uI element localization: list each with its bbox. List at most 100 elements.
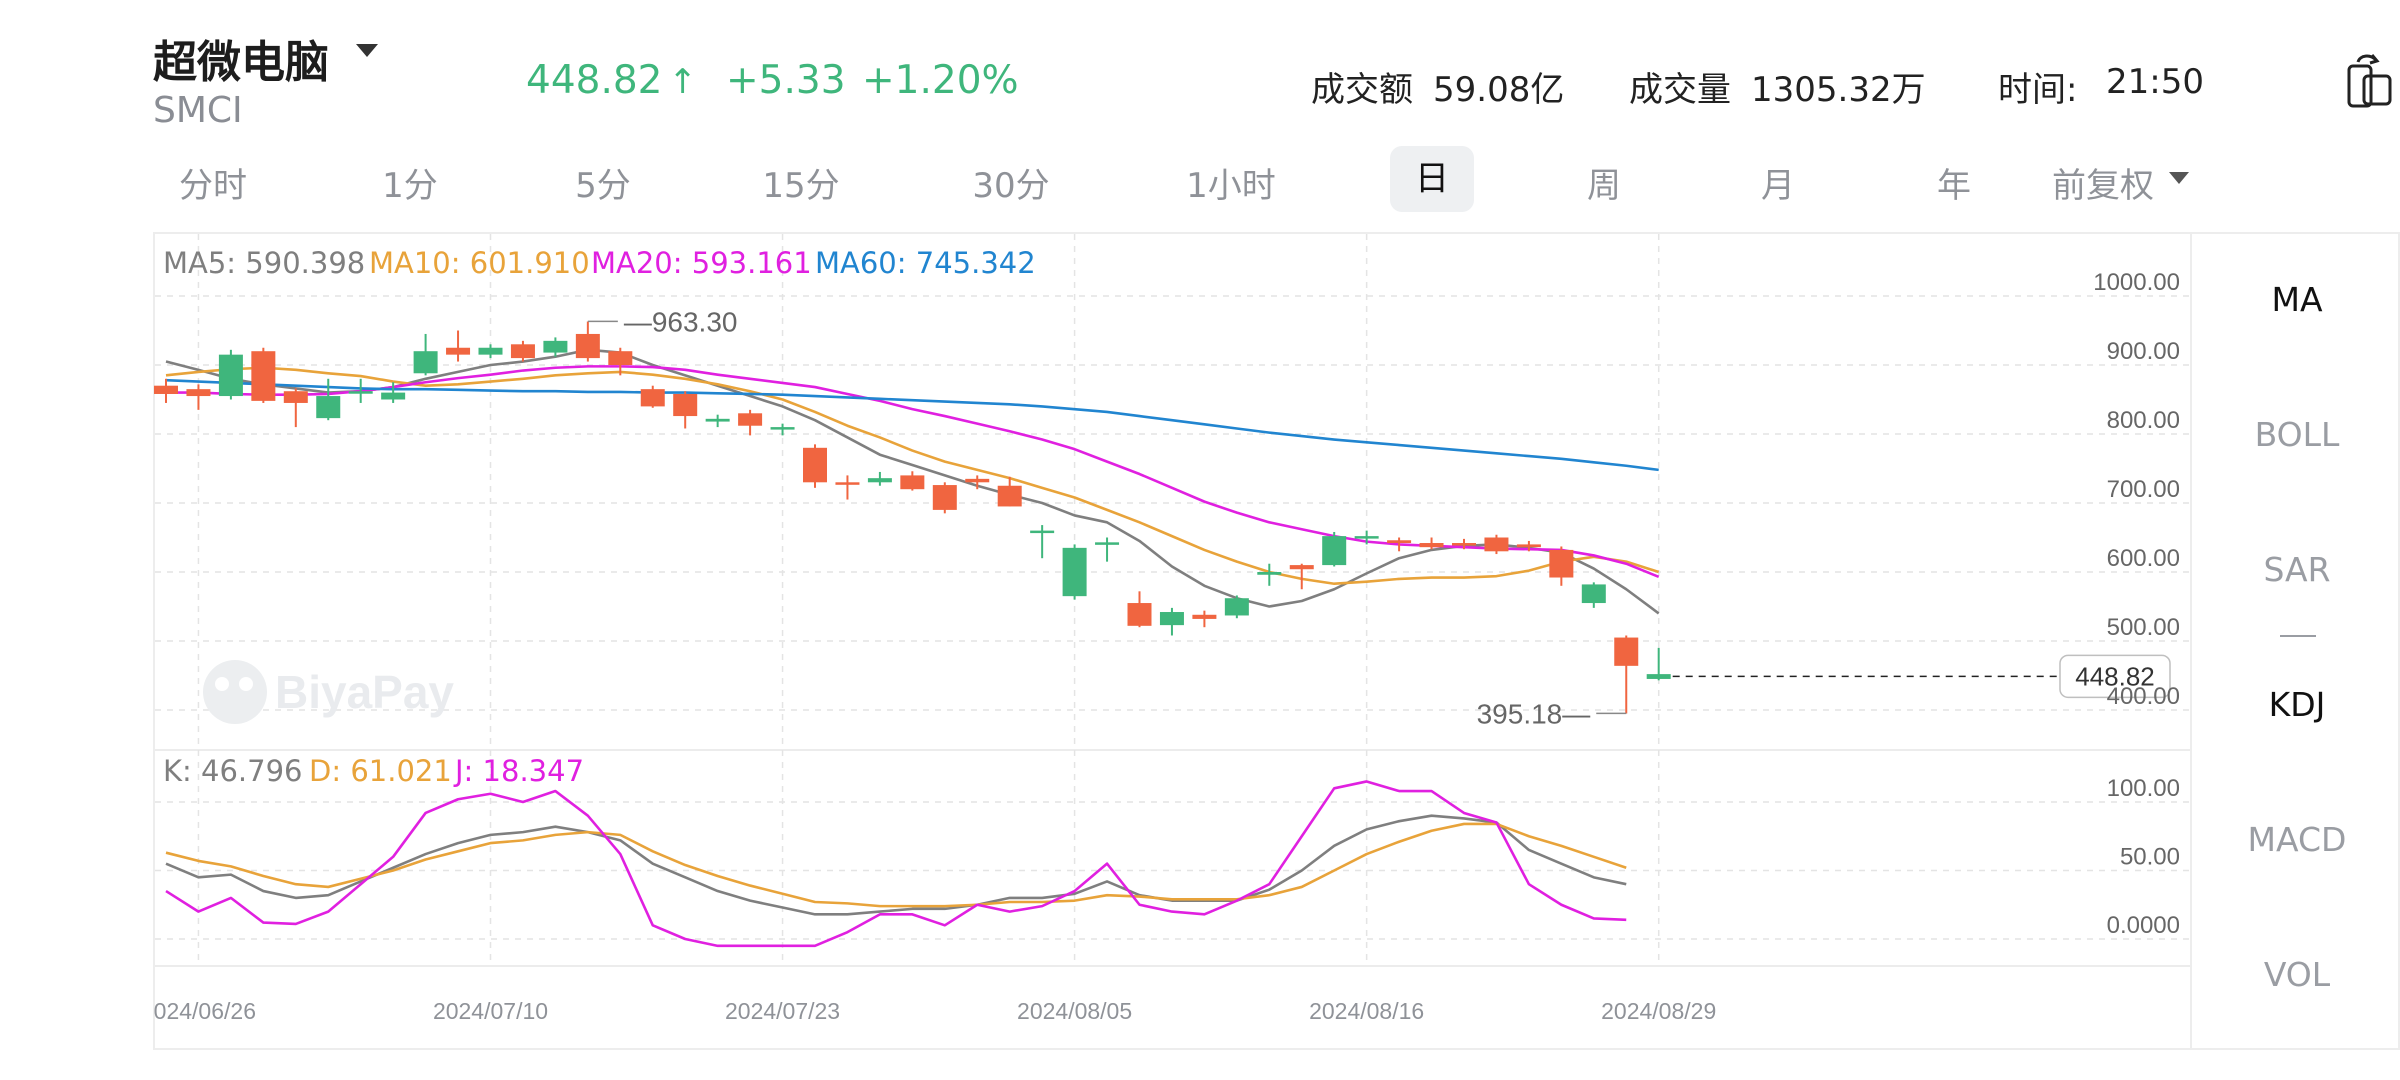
turnover-label: 成交额 — [1311, 70, 1413, 110]
divider — [2280, 635, 2316, 637]
price-tick-label: 1000.00 — [2093, 269, 2180, 296]
date-tick-label: 2024/07/23 — [725, 998, 840, 1024]
candle-body — [348, 391, 373, 394]
tab-day[interactable]: 日 — [1390, 146, 1474, 212]
indicator-vol[interactable]: VOL — [2263, 955, 2331, 994]
price-tick-label: 600.00 — [2107, 545, 2180, 572]
ma-line-ma5 — [165, 348, 1660, 615]
ticker-symbol: SMCI — [153, 90, 243, 131]
indicator-sar[interactable]: SAR — [2263, 550, 2331, 589]
ma60-legend: MA60: 745.342 — [815, 246, 1036, 280]
date-tick-label: 2024/06/26 — [141, 998, 256, 1024]
time-value: 21:50 — [2106, 62, 2204, 102]
candle-body — [186, 389, 211, 397]
candle-body — [413, 351, 438, 374]
tab-30min[interactable]: 30分 — [972, 166, 1050, 206]
price-change-pct: +1.20% — [862, 58, 1019, 103]
candle-body — [1127, 603, 1152, 626]
candle-body — [1387, 540, 1412, 544]
candle-body — [770, 427, 795, 430]
date-tick-label: 2024/08/16 — [1309, 998, 1424, 1024]
time-label: 时间: — [1998, 70, 2078, 110]
candle-body — [1289, 565, 1314, 570]
candle-body — [1257, 572, 1282, 575]
ma5-legend: MA5: 590.398 — [163, 246, 366, 280]
tab-year[interactable]: 年 — [1937, 166, 1971, 206]
candle-body — [1224, 598, 1249, 616]
candle-body — [316, 396, 341, 419]
candle-body — [1354, 536, 1379, 539]
indicator-kdj[interactable]: KDJ — [2268, 685, 2326, 724]
kdj-tick-label: 100.00 — [2107, 775, 2180, 802]
tab-week[interactable]: 周 — [1587, 166, 1621, 206]
kdj-tick-label: 50.00 — [2120, 844, 2180, 871]
price-tick-label: 400.00 — [2107, 683, 2180, 710]
tab-timeshare[interactable]: 分时 — [179, 166, 247, 206]
candle-body — [1549, 549, 1574, 578]
candle-body — [1646, 674, 1671, 679]
tab-1hour[interactable]: 1小时 — [1186, 166, 1276, 206]
candle-body — [478, 347, 503, 355]
ma10-legend: MA10: 601.910 — [369, 246, 590, 280]
candle-body — [154, 385, 178, 394]
candle-body — [705, 418, 730, 422]
price-tick-label: 900.00 — [2107, 338, 2180, 365]
turnover-value: 59.08亿 — [1433, 70, 1565, 110]
watermark-text: BiyaPay — [275, 666, 454, 718]
last-price-tag — [2059, 654, 2171, 699]
last-price: 448.82 ↑ — [526, 58, 697, 103]
tab-5min[interactable]: 5分 — [575, 166, 631, 206]
tab-month[interactable]: 月 — [1761, 166, 1795, 206]
candle-body — [251, 351, 276, 401]
candle-body — [803, 447, 827, 483]
candle-body — [673, 393, 698, 417]
indicator-boll[interactable]: BOLL — [2254, 415, 2340, 454]
watermark: BiyaPay — [203, 660, 454, 724]
indicator-ma[interactable]: MA — [2271, 280, 2323, 319]
price-adjust-select[interactable]: 前复权 — [2052, 166, 2154, 206]
kdj-line-j — [165, 780, 1627, 948]
candle-body — [575, 333, 600, 359]
candle-body — [381, 392, 406, 400]
candle-body — [932, 485, 957, 510]
candle-body — [1322, 536, 1347, 566]
chart-panel — [153, 232, 2400, 1050]
j-legend: J: 18.347 — [455, 754, 585, 788]
stock-name[interactable]: 超微电脑 — [153, 37, 329, 88]
candle-body — [1581, 584, 1606, 604]
candle-body — [1062, 547, 1087, 597]
candle-body — [510, 344, 535, 359]
price-tick-label: 800.00 — [2107, 407, 2180, 434]
candle-body — [218, 354, 243, 397]
candle-body — [446, 347, 471, 355]
max-price-label: —963.30 — [624, 306, 738, 337]
candle-body — [1192, 614, 1217, 619]
arrow-up-icon: ↑ — [668, 62, 697, 102]
ma-line-ma20 — [166, 365, 1660, 579]
candle-body — [965, 478, 990, 483]
d-legend: D: 61.021 — [309, 754, 452, 788]
last-price-label: 448.82 — [2075, 661, 2155, 691]
candle-body — [1030, 530, 1055, 534]
volume-value: 1305.32万 — [1751, 70, 1926, 110]
price-tick-label: 700.00 — [2107, 476, 2180, 503]
candle-body — [640, 389, 665, 407]
date-tick-label: 2024/07/10 — [433, 998, 548, 1024]
chevron-down-icon[interactable] — [2169, 172, 2189, 184]
rotate-screen-icon[interactable] — [2346, 52, 2394, 110]
date-tick-label: 2024/08/29 — [1601, 998, 1716, 1024]
min-price-label: 395.18— — [1477, 698, 1591, 729]
tab-1min[interactable]: 1分 — [382, 166, 438, 206]
kdj-tick-label: 0.0000 — [2107, 912, 2180, 939]
price-change: +5.33 — [726, 58, 846, 103]
indicator-macd[interactable]: MACD — [2247, 820, 2347, 859]
chevron-down-icon[interactable] — [356, 44, 378, 57]
tab-15min[interactable]: 15分 — [762, 166, 840, 206]
candle-body — [738, 413, 763, 426]
candle-body — [1095, 542, 1120, 545]
kdj-line-k — [165, 814, 1627, 916]
kdj-line-d — [165, 822, 1627, 908]
candle-body — [867, 478, 892, 483]
candle-body — [543, 340, 568, 353]
